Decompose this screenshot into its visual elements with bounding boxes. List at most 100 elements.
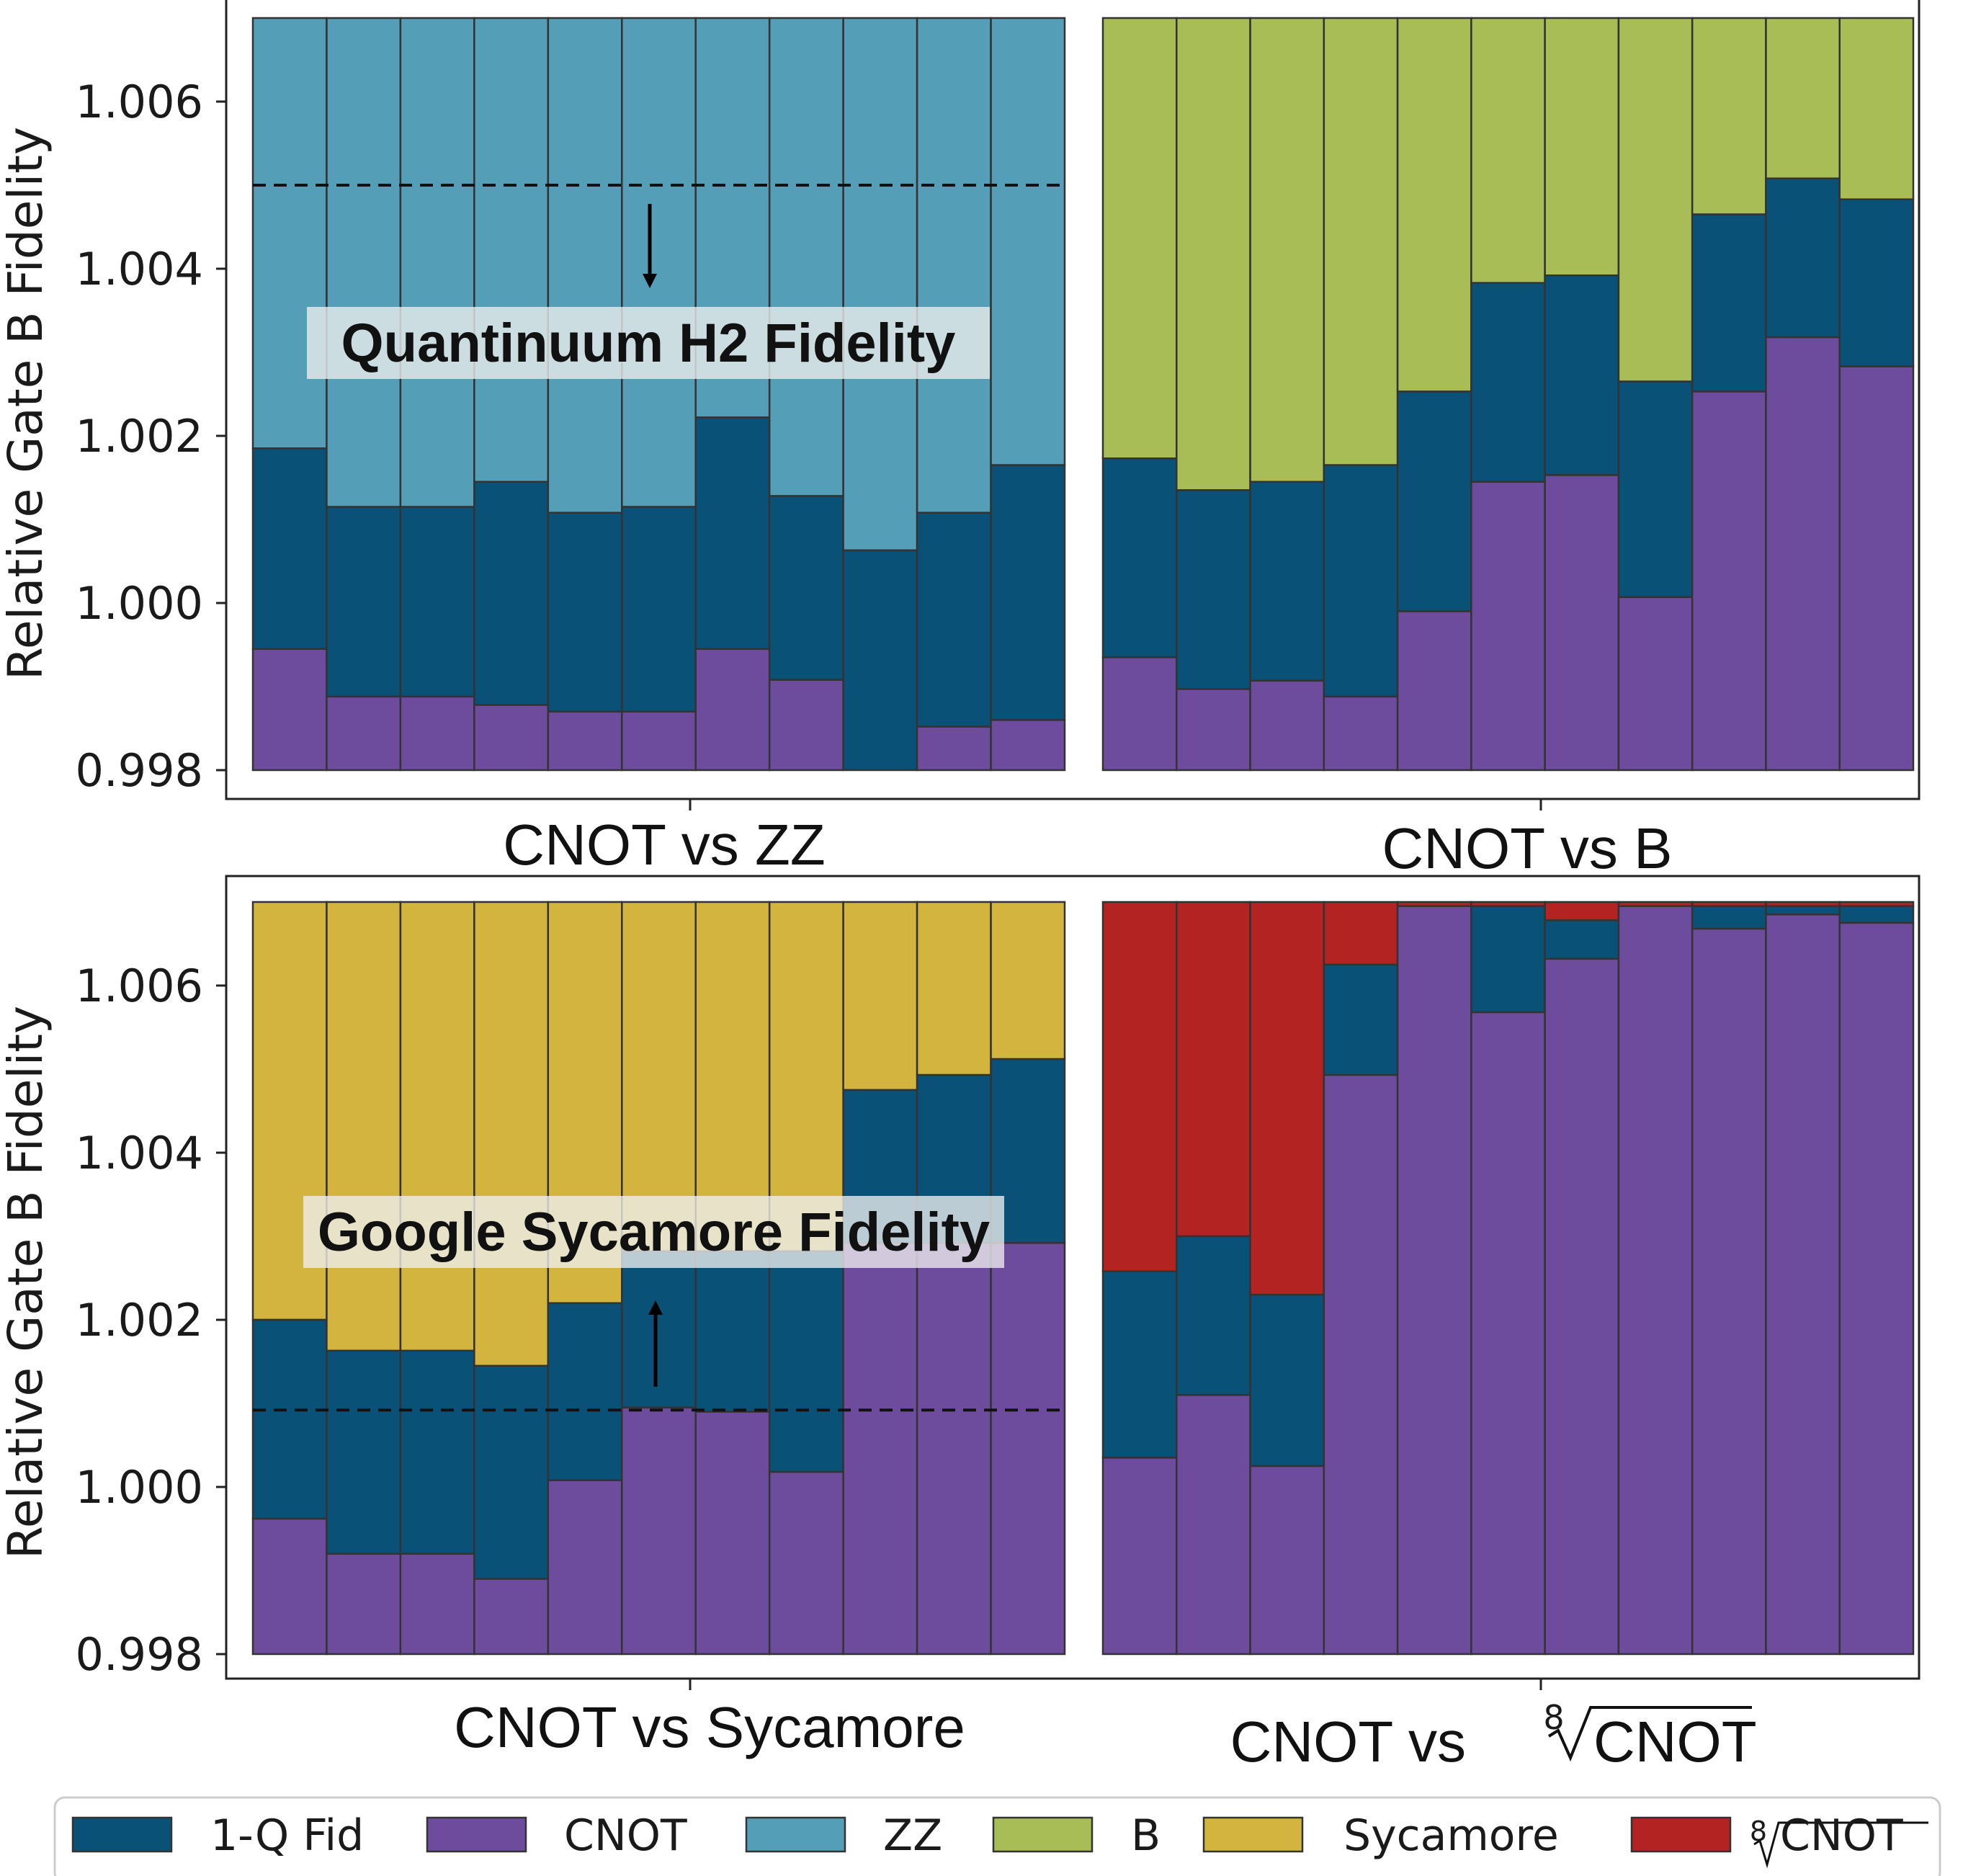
y-tick-label: 0.998 [76,744,204,797]
y-axis-top: 0.998 1.000 1.002 1.004 1.006 [76,76,226,797]
top-axes-frame [225,0,1920,800]
bar-cnot-vs-b-5-top-segment [1396,17,1472,393]
bar-cnot-vs-b-4-mid-segment [1323,464,1399,698]
y-axis-bottom: 0.998 1.000 1.002 1.004 1.006 [76,960,226,1681]
bar-cnot-vs-sycamore-2-top-segment [326,901,402,1352]
bar-cnot-vs-8rtcnot-1-top-segment [1101,901,1178,1272]
legend: 1-Q Fid CNOT ZZ B Sycamore 8 CNOT [53,1796,1941,1876]
bar-cnot-vs-zz-10-cnot-segment [916,725,992,772]
x-label-radical-sign [1547,1706,1752,1762]
x-label-cnot-vs-b: CNOT vs B [1382,816,1672,880]
bar-cnot-vs-b-1-top-segment [1101,17,1178,460]
bar-cnot-vs-b-5-mid-segment [1396,390,1472,612]
bar-cnot-vs-b-11-mid-segment [1838,198,1915,367]
bar-cnot-vs-b-8-mid-segment [1617,380,1694,599]
bar-cnot-vs-8rtcnot-3-mid-segment [1249,1293,1325,1468]
bar-cnot-vs-8rtcnot-11-mid-segment [1838,905,1915,924]
bar-cnot-vs-8rtcnot-2-top-segment [1176,901,1251,1238]
bar-cnot-vs-zz-5-mid-segment [547,512,623,713]
bar-cnot-vs-zz-4-top-segment [473,17,550,483]
x-label-cnot-vs-zz: CNOT vs ZZ [503,813,825,877]
bar-cnot-vs-sycamore-6-mid-segment [621,1250,697,1409]
bar-cnot-vs-b-2-mid-segment [1176,489,1251,690]
bar-cnot-vs-zz-9-top-segment [842,17,918,552]
bar-cnot-vs-b-7-cnot-segment [1544,474,1620,772]
bar-cnot-vs-8rtcnot-9-mid-segment [1691,905,1767,930]
bar-cnot-vs-sycamore-5-mid-segment [547,1302,623,1481]
bar-cnot-vs-b-6-cnot-segment [1470,481,1546,772]
y-tick-label: 1.002 [76,1294,204,1346]
bar-cnot-vs-sycamore-9-cnot-segment [842,1242,918,1656]
bar-cnot-vs-8rtcnot-3-cnot-segment [1249,1465,1325,1656]
bar-cnot-vs-zz-4-mid-segment [473,481,550,706]
bar-cnot-vs-zz-2-mid-segment [326,506,402,698]
bar-cnot-vs-b-9-top-segment [1691,17,1767,215]
legend-label-1-q-fid: 1-Q Fid [210,1810,364,1861]
y-tick-label: 1.004 [76,1127,204,1179]
legend-swatch-b [992,1816,1094,1853]
bar-cnot-vs-8rtcnot-7-cnot-segment [1544,957,1620,1656]
bar-cnot-vs-zz-11-top-segment [990,17,1066,466]
y-axis-label-bottom: Relative Gate B Fidelity [0,1006,53,1559]
bar-cnot-vs-sycamore-6-cnot-segment [621,1406,697,1656]
bar-cnot-vs-sycamore-9-top-segment [842,901,918,1091]
bar-cnot-vs-zz-1-top-segment [251,17,328,450]
y-tick-label: 1.000 [76,577,204,630]
bar-cnot-vs-zz-4-cnot-segment [473,704,550,772]
bar-cnot-vs-sycamore-3-cnot-segment [399,1553,475,1656]
legend-swatch-zz [745,1816,846,1853]
bar-cnot-vs-b-3-cnot-segment [1249,679,1325,772]
bar-cnot-vs-sycamore-1-mid-segment [251,1318,328,1520]
y-tick-label: 1.004 [76,243,204,295]
bar-cnot-vs-8rtcnot-4-cnot-segment [1323,1073,1399,1656]
bottom-axes-frame [225,875,1920,1680]
bar-cnot-vs-8rtcnot-1-cnot-segment [1101,1457,1178,1656]
annotation-box-cnot-vs-zz [307,307,990,379]
legend-label-8rtcnot: CNOT [1780,1810,1903,1861]
bar-cnot-vs-sycamore-4-top-segment [473,901,550,1367]
bar-cnot-vs-zz-5-cnot-segment [547,710,623,772]
legend-label-zz: ZZ [883,1810,942,1861]
bar-cnot-vs-b-8-top-segment [1617,17,1694,383]
bar-cnot-vs-sycamore-8-cnot-segment [768,1470,844,1656]
bar-cnot-vs-sycamore-11-cnot-segment [990,1242,1066,1656]
y-tick-label: 1.006 [76,76,204,128]
bar-cnot-vs-8rtcnot-11-cnot-segment [1838,921,1915,1656]
legend-label-sycamore: Sycamore [1343,1810,1559,1861]
bar-cnot-vs-sycamore-10-cnot-segment [916,1242,992,1656]
bar-cnot-vs-b-9-cnot-segment [1691,390,1767,772]
panel-cnot-vs-b [1101,17,1915,772]
bar-cnot-vs-b-7-top-segment [1544,17,1620,277]
y-tick-label: 1.002 [76,410,204,463]
bar-cnot-vs-zz-11-mid-segment [990,464,1066,721]
y-tick-label: 1.000 [76,1461,204,1514]
bar-cnot-vs-b-9-mid-segment [1691,213,1767,393]
bar-cnot-vs-8rtcnot-8-cnot-segment [1617,905,1694,1656]
bar-cnot-vs-zz-1-cnot-segment [251,648,328,772]
bar-cnot-vs-zz-6-cnot-segment [621,710,697,772]
bar-cnot-vs-b-11-top-segment [1838,17,1915,200]
bar-cnot-vs-8rtcnot-1-mid-segment [1101,1270,1178,1459]
bar-cnot-vs-sycamore-11-top-segment [990,901,1066,1060]
bar-cnot-vs-b-7-mid-segment [1544,274,1620,476]
bar-cnot-vs-zz-8-cnot-segment [768,679,844,772]
bar-cnot-vs-8rtcnot-4-top-segment [1323,901,1399,966]
bar-cnot-vs-b-3-top-segment [1249,17,1325,483]
bar-cnot-vs-sycamore-8-top-segment [768,901,844,1253]
bar-cnot-vs-8rtcnot-10-cnot-segment [1765,914,1841,1656]
legend-swatch-cnot [426,1816,527,1853]
bar-cnot-vs-sycamore-2-cnot-segment [326,1553,402,1656]
bar-cnot-vs-b-6-mid-segment [1470,282,1546,483]
bar-cnot-vs-b-2-cnot-segment [1176,688,1251,772]
x-label-cnot-vs-8rtcnot-prefix: CNOT vs [1230,1710,1466,1774]
panel-cnot-vs-8rtcnot [1101,901,1915,1656]
bar-cnot-vs-b-1-cnot-segment [1101,656,1178,772]
bar-cnot-vs-b-10-mid-segment [1765,177,1841,339]
bar-cnot-vs-b-3-mid-segment [1249,481,1325,682]
bar-cnot-vs-8rtcnot-2-cnot-segment [1176,1394,1251,1656]
legend-radical-sign [1753,1821,1928,1869]
bar-cnot-vs-sycamore-7-mid-segment [694,1250,771,1413]
bar-cnot-vs-zz-6-top-segment [621,17,697,508]
bar-cnot-vs-zz-7-mid-segment [694,416,771,651]
